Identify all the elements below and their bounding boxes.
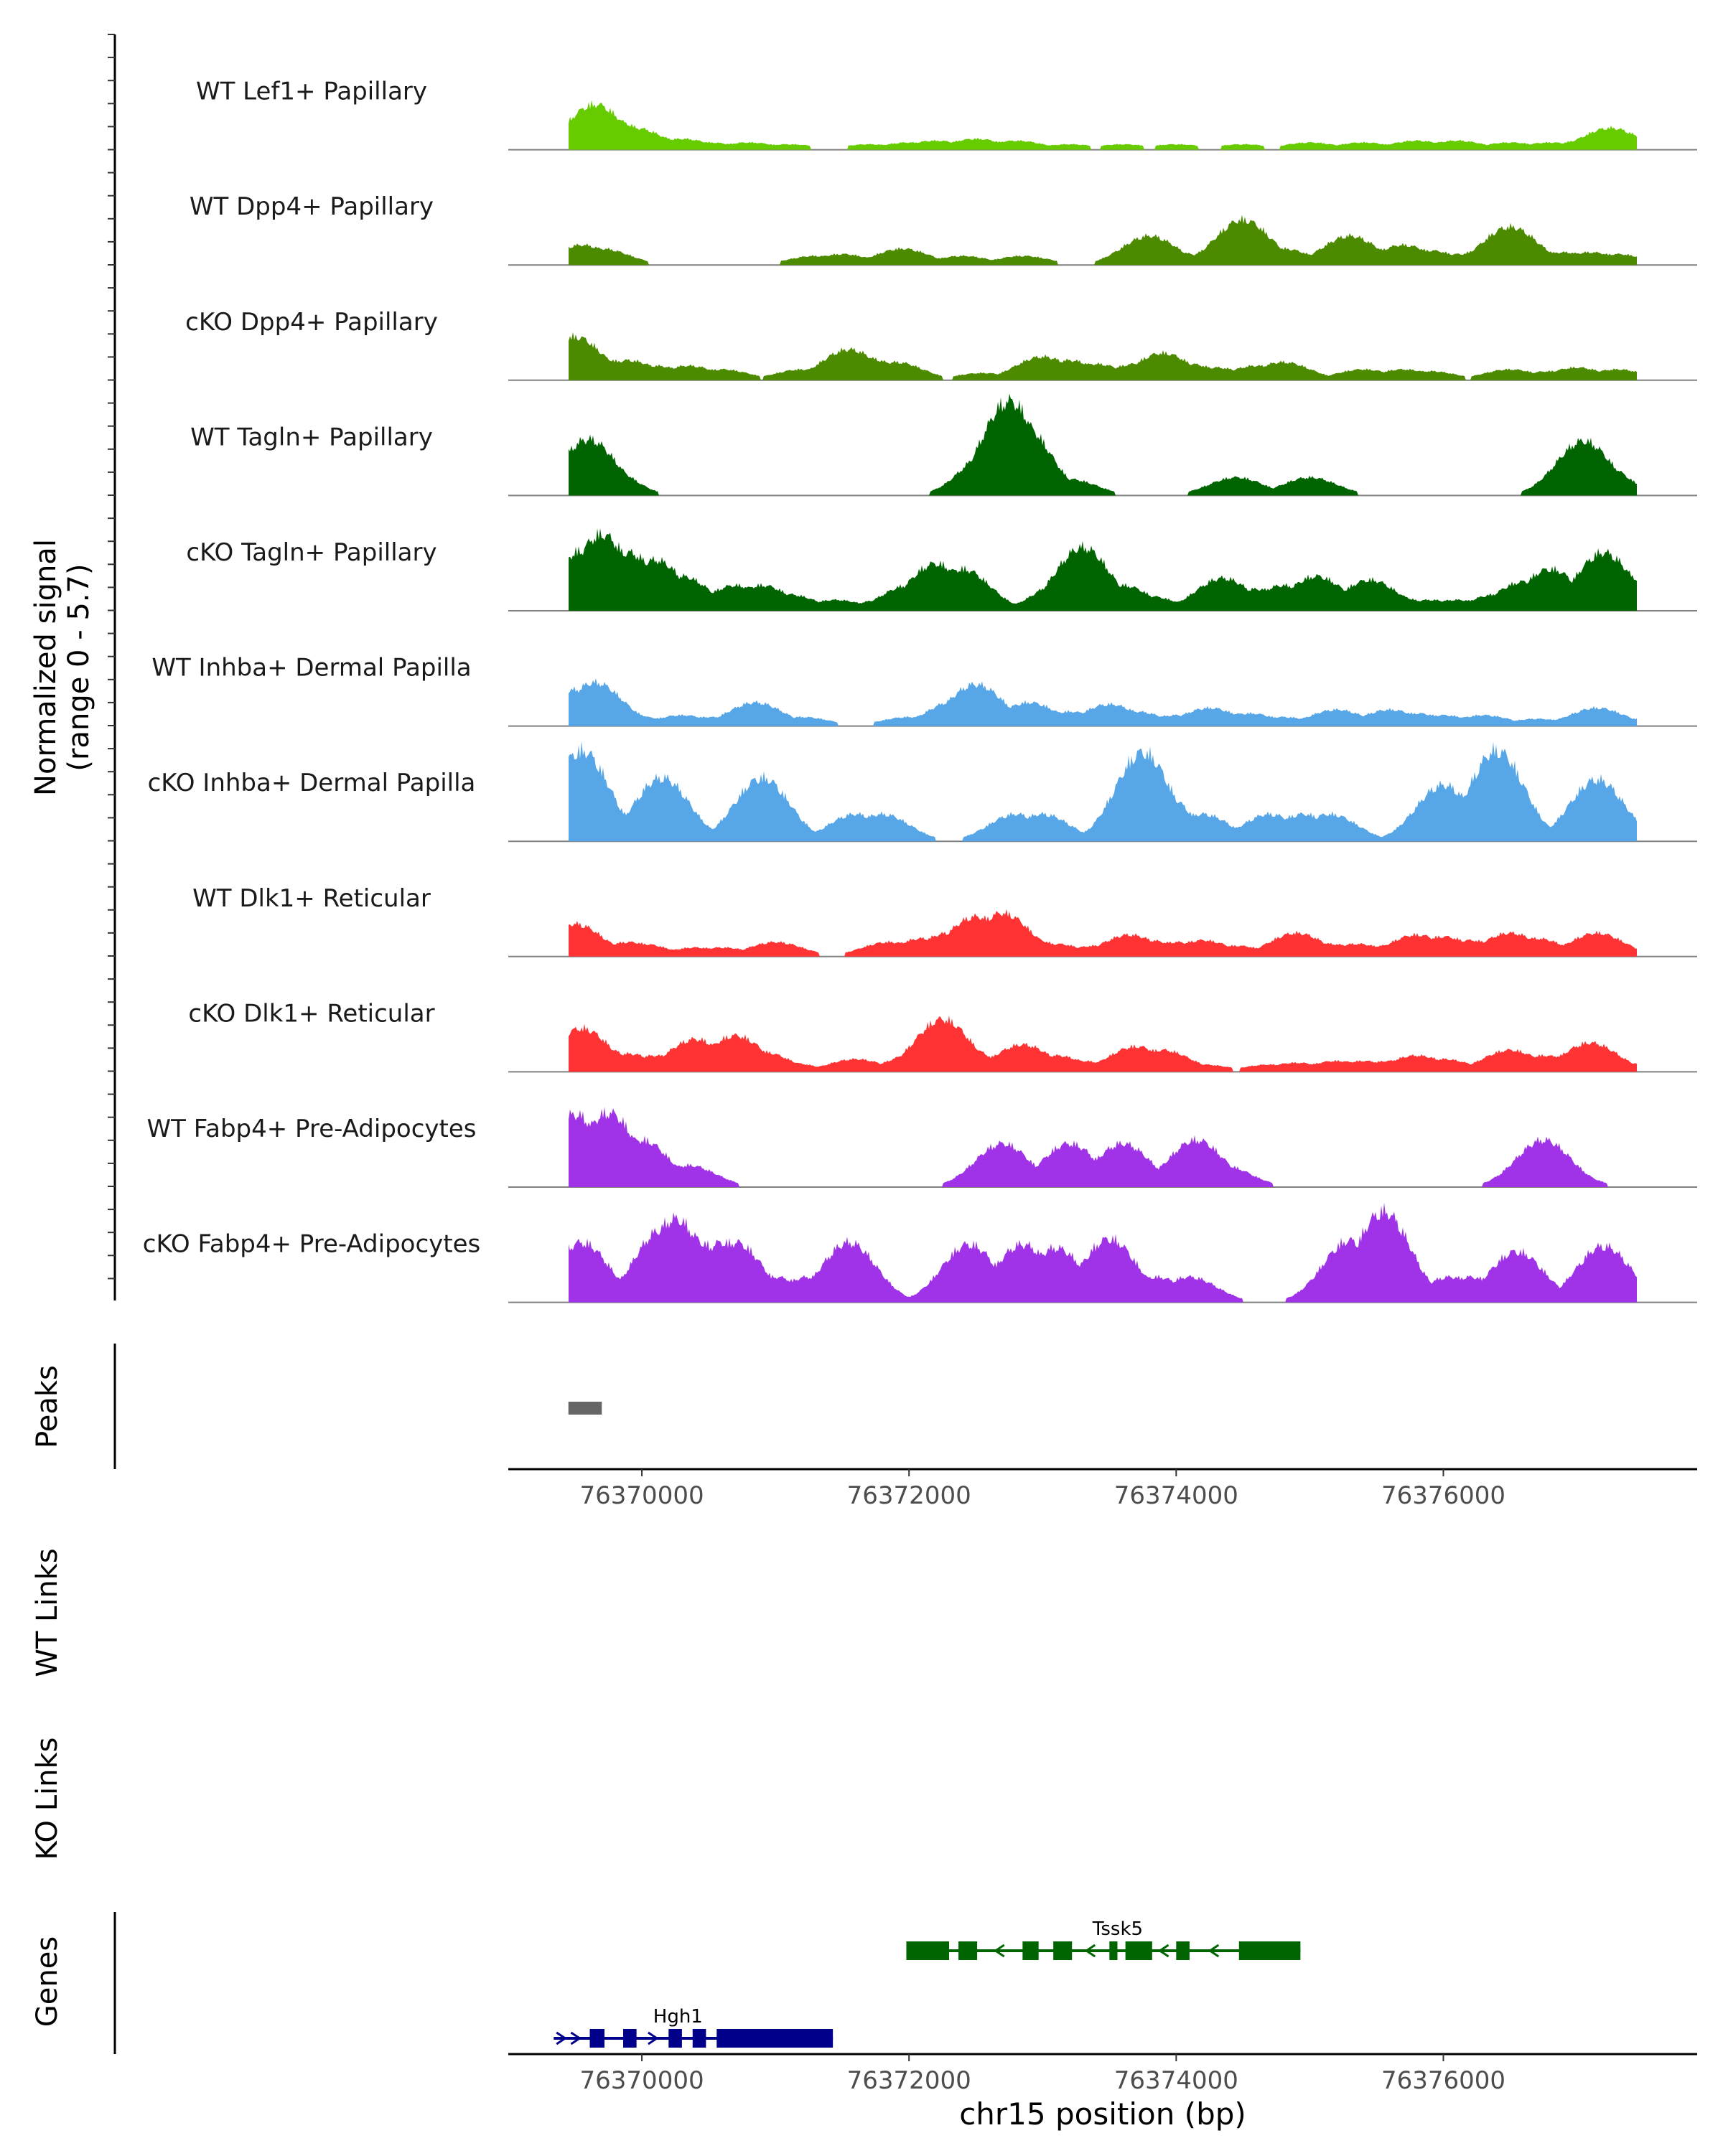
track-label: cKO Inhba+ Dermal Papilla bbox=[148, 769, 476, 797]
coverage-area bbox=[569, 741, 1637, 842]
gene-exon bbox=[1238, 1941, 1301, 1960]
peak-regions bbox=[568, 1402, 602, 1415]
strand-arrow bbox=[556, 2031, 567, 2045]
strand-arrow bbox=[1208, 1944, 1220, 1958]
gene-exon bbox=[623, 2029, 637, 2048]
links-panel: WT Links KO Links bbox=[31, 1548, 64, 1860]
coverage-area bbox=[569, 215, 1637, 266]
track-label: cKO Fabp4+ Pre-Adipocytes bbox=[143, 1230, 481, 1259]
wt-links-label: WT Links bbox=[31, 1548, 64, 1677]
x-tick-label: 76376000 bbox=[1381, 2066, 1505, 2095]
coverage-area bbox=[569, 1107, 1637, 1187]
track-2: WT Dpp4+ Papillary bbox=[190, 192, 1697, 266]
gene-models: Tssk5 Hgh1 bbox=[554, 1918, 1301, 2048]
gene-tssk5: Tssk5 bbox=[906, 1918, 1301, 1960]
peaks-label: Peaks bbox=[31, 1365, 64, 1448]
gene-exon bbox=[906, 1941, 950, 1960]
peak-region bbox=[568, 1402, 602, 1415]
track-label: cKO Dlk1+ Reticular bbox=[188, 999, 434, 1028]
signal-y-label-range: (range 0 - 5.7) bbox=[62, 563, 95, 771]
signal-y-label: Normalized signal bbox=[29, 539, 62, 796]
signal-panel: Normalized signal (range 0 - 5.7) WT Lef… bbox=[29, 34, 1697, 1303]
strand-arrow bbox=[648, 2031, 659, 2045]
coverage-tracks: WT Lef1+ Papillary WT Dpp4+ Papillary cKO … bbox=[143, 78, 1697, 1303]
gene-exon bbox=[958, 1941, 978, 1960]
gene-exon bbox=[1053, 1941, 1073, 1960]
track-label: WT Dlk1+ Reticular bbox=[192, 884, 431, 913]
gene-name-label: Hgh1 bbox=[653, 2006, 703, 2028]
track-label: WT Dpp4+ Papillary bbox=[190, 192, 434, 221]
x-ticks-bottom: 76370000 76372000 76374000 76376000 bbox=[580, 2054, 1505, 2095]
x-tick-label: 76376000 bbox=[1381, 1481, 1505, 1510]
coverage-area bbox=[569, 1015, 1637, 1072]
track-10: WT Fabp4+ Pre-Adipocytes bbox=[147, 1107, 1697, 1188]
track-11: cKO Fabp4+ Pre-Adipocytes bbox=[143, 1202, 1697, 1303]
x-tick-label: 76374000 bbox=[1114, 1481, 1238, 1510]
x-axis-title: chr15 position (bp) bbox=[959, 2096, 1246, 2132]
signal-y-ticks bbox=[108, 34, 115, 1280]
coverage-area bbox=[569, 332, 1637, 380]
gene-exon bbox=[1176, 1941, 1190, 1960]
gene-exon bbox=[668, 2029, 682, 2048]
gene-exon bbox=[1022, 1941, 1039, 1960]
gene-name-label: Tssk5 bbox=[1092, 1918, 1143, 1940]
x-ticks-top: 76370000 76372000 76374000 76376000 bbox=[580, 1469, 1505, 1510]
gene-exon bbox=[716, 2029, 834, 2048]
track-3: cKO Dpp4+ Papillary bbox=[185, 308, 1697, 381]
x-tick-label: 76374000 bbox=[1114, 2066, 1238, 2095]
x-tick-label: 76370000 bbox=[580, 1481, 704, 1510]
coverage-area bbox=[569, 909, 1637, 957]
track-8: WT Dlk1+ Reticular bbox=[192, 884, 1697, 957]
x-tick-label: 76372000 bbox=[847, 2066, 971, 2095]
x-tick-label: 76372000 bbox=[847, 1481, 971, 1510]
coverage-area bbox=[569, 393, 1637, 496]
track-6: WT Inhba+ Dermal Papilla bbox=[151, 654, 1697, 727]
track-label: WT Fabp4+ Pre-Adipocytes bbox=[147, 1115, 477, 1143]
x-tick-label: 76370000 bbox=[580, 2066, 704, 2095]
track-label: cKO Dpp4+ Papillary bbox=[185, 308, 438, 337]
gene-hgh1: Hgh1 bbox=[554, 2006, 834, 2048]
gene-exon bbox=[1109, 1941, 1118, 1960]
track-5: cKO Tagln+ Papillary bbox=[186, 528, 1697, 611]
track-label: WT Lef1+ Papillary bbox=[196, 78, 427, 106]
track-4: WT Tagln+ Papillary bbox=[190, 393, 1697, 497]
coverage-area bbox=[569, 100, 1637, 150]
coverage-area bbox=[569, 528, 1637, 611]
strand-arrow bbox=[1157, 1944, 1169, 1958]
gene-exon bbox=[1125, 1941, 1152, 1960]
genes-label: Genes bbox=[31, 1936, 64, 2027]
track-9: cKO Dlk1+ Reticular bbox=[188, 999, 1697, 1073]
track-label: cKO Tagln+ Papillary bbox=[186, 538, 436, 567]
strand-arrow bbox=[1084, 1944, 1096, 1958]
strand-arrow bbox=[570, 2031, 582, 2045]
coverage-area bbox=[569, 678, 1637, 726]
genes-panel: Genes Tssk5 Hgh1 76370000 76372000 76374000… bbox=[31, 1912, 1697, 2132]
peaks-panel: Peaks 76370000 76372000 76374000 76376000 bbox=[31, 1344, 1697, 1510]
coverage-area bbox=[569, 1202, 1637, 1303]
track-label: WT Inhba+ Dermal Papilla bbox=[151, 654, 471, 683]
gene-exon bbox=[589, 2029, 604, 2048]
gene-exon bbox=[692, 2029, 706, 2048]
track-label: WT Tagln+ Papillary bbox=[190, 423, 433, 451]
track-1: WT Lef1+ Papillary bbox=[196, 78, 1697, 151]
track-7: cKO Inhba+ Dermal Papilla bbox=[148, 741, 1697, 843]
strand-arrow bbox=[994, 1944, 1005, 1958]
ko-links-label: KO Links bbox=[31, 1738, 64, 1860]
